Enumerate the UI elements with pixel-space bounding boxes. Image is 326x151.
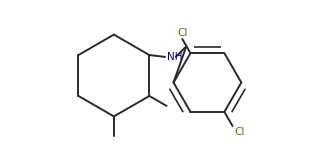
Text: Cl: Cl <box>234 127 245 137</box>
Text: Cl: Cl <box>177 28 187 38</box>
Text: NH: NH <box>167 52 182 62</box>
